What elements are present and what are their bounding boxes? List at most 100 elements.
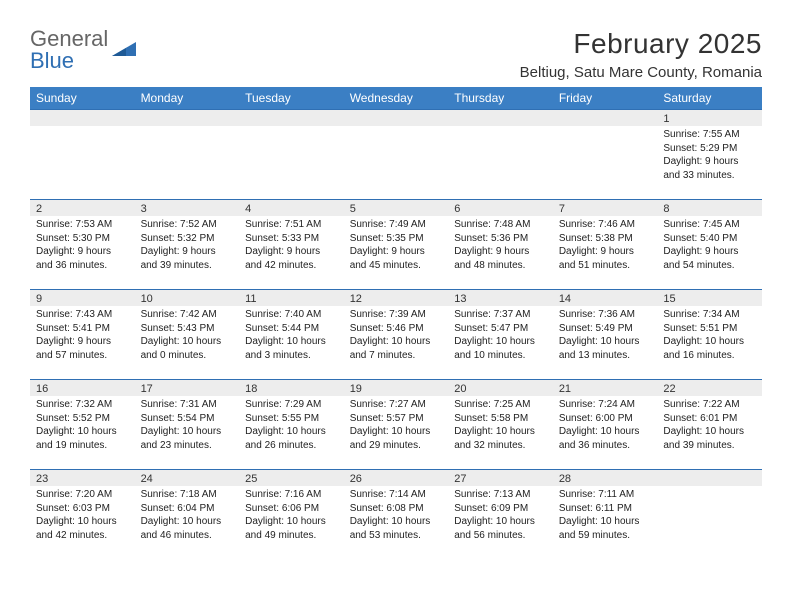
title-block: February 2025 Beltiug, Satu Mare County,… [520, 28, 762, 81]
day-number: 27 [448, 470, 553, 486]
sunrise-text: Sunrise: 7:27 AM [350, 398, 443, 412]
daylight-text: Daylight: 9 hours and 57 minutes. [36, 335, 129, 362]
daylight-text: Daylight: 10 hours and 46 minutes. [141, 515, 234, 542]
calendar-week-row: 9Sunrise: 7:43 AMSunset: 5:41 PMDaylight… [30, 290, 762, 380]
day-details: Sunrise: 7:27 AMSunset: 5:57 PMDaylight:… [344, 396, 449, 456]
sunset-text: Sunset: 5:43 PM [141, 322, 234, 336]
calendar-day-cell: 18Sunrise: 7:29 AMSunset: 5:55 PMDayligh… [239, 380, 344, 470]
weekday-header: Monday [135, 87, 240, 110]
calendar-day-cell: 3Sunrise: 7:52 AMSunset: 5:32 PMDaylight… [135, 200, 240, 290]
day-number: 14 [553, 290, 658, 306]
day-details: Sunrise: 7:16 AMSunset: 6:06 PMDaylight:… [239, 486, 344, 546]
day-details [553, 126, 658, 186]
calendar-day-cell: 27Sunrise: 7:13 AMSunset: 6:09 PMDayligh… [448, 470, 553, 560]
day-details: Sunrise: 7:55 AMSunset: 5:29 PMDaylight:… [657, 126, 762, 186]
sunrise-text: Sunrise: 7:22 AM [663, 398, 756, 412]
day-number: 8 [657, 200, 762, 216]
sunset-text: Sunset: 5:55 PM [245, 412, 338, 426]
day-number [135, 110, 240, 126]
day-details: Sunrise: 7:31 AMSunset: 5:54 PMDaylight:… [135, 396, 240, 456]
day-number: 18 [239, 380, 344, 396]
day-details: Sunrise: 7:45 AMSunset: 5:40 PMDaylight:… [657, 216, 762, 276]
day-details: Sunrise: 7:29 AMSunset: 5:55 PMDaylight:… [239, 396, 344, 456]
weekday-header-row: Sunday Monday Tuesday Wednesday Thursday… [30, 87, 762, 110]
sunset-text: Sunset: 5:33 PM [245, 232, 338, 246]
sunset-text: Sunset: 6:08 PM [350, 502, 443, 516]
daylight-text: Daylight: 10 hours and 7 minutes. [350, 335, 443, 362]
day-details: Sunrise: 7:46 AMSunset: 5:38 PMDaylight:… [553, 216, 658, 276]
header: General Blue February 2025 Beltiug, Satu… [30, 28, 762, 81]
sunrise-text: Sunrise: 7:32 AM [36, 398, 129, 412]
daylight-text: Daylight: 10 hours and 10 minutes. [454, 335, 547, 362]
calendar-day-cell [239, 110, 344, 200]
sunrise-text: Sunrise: 7:11 AM [559, 488, 652, 502]
daylight-text: Daylight: 9 hours and 48 minutes. [454, 245, 547, 272]
daylight-text: Daylight: 10 hours and 49 minutes. [245, 515, 338, 542]
sunset-text: Sunset: 5:46 PM [350, 322, 443, 336]
weekday-header: Sunday [30, 87, 135, 110]
calendar-day-cell: 5Sunrise: 7:49 AMSunset: 5:35 PMDaylight… [344, 200, 449, 290]
weekday-header: Thursday [448, 87, 553, 110]
sunset-text: Sunset: 5:36 PM [454, 232, 547, 246]
day-details: Sunrise: 7:14 AMSunset: 6:08 PMDaylight:… [344, 486, 449, 546]
daylight-text: Daylight: 10 hours and 59 minutes. [559, 515, 652, 542]
day-details [135, 126, 240, 186]
calendar-day-cell: 26Sunrise: 7:14 AMSunset: 6:08 PMDayligh… [344, 470, 449, 560]
calendar-day-cell: 25Sunrise: 7:16 AMSunset: 6:06 PMDayligh… [239, 470, 344, 560]
calendar-day-cell: 23Sunrise: 7:20 AMSunset: 6:03 PMDayligh… [30, 470, 135, 560]
sunrise-text: Sunrise: 7:34 AM [663, 308, 756, 322]
daylight-text: Daylight: 10 hours and 19 minutes. [36, 425, 129, 452]
calendar-day-cell [553, 110, 658, 200]
sunset-text: Sunset: 5:58 PM [454, 412, 547, 426]
day-number: 7 [553, 200, 658, 216]
calendar-day-cell: 2Sunrise: 7:53 AMSunset: 5:30 PMDaylight… [30, 200, 135, 290]
sunset-text: Sunset: 5:49 PM [559, 322, 652, 336]
calendar-table: Sunday Monday Tuesday Wednesday Thursday… [30, 87, 762, 560]
sunrise-text: Sunrise: 7:46 AM [559, 218, 652, 232]
calendar-day-cell: 15Sunrise: 7:34 AMSunset: 5:51 PMDayligh… [657, 290, 762, 380]
day-number [30, 110, 135, 126]
day-number [553, 110, 658, 126]
daylight-text: Daylight: 9 hours and 51 minutes. [559, 245, 652, 272]
month-title: February 2025 [520, 28, 762, 60]
calendar-day-cell [30, 110, 135, 200]
sunset-text: Sunset: 6:11 PM [559, 502, 652, 516]
calendar-day-cell: 21Sunrise: 7:24 AMSunset: 6:00 PMDayligh… [553, 380, 658, 470]
day-number: 6 [448, 200, 553, 216]
daylight-text: Daylight: 9 hours and 42 minutes. [245, 245, 338, 272]
sunrise-text: Sunrise: 7:29 AM [245, 398, 338, 412]
day-number: 10 [135, 290, 240, 306]
daylight-text: Daylight: 10 hours and 16 minutes. [663, 335, 756, 362]
brand-part2: Blue [30, 48, 74, 73]
calendar-day-cell: 12Sunrise: 7:39 AMSunset: 5:46 PMDayligh… [344, 290, 449, 380]
day-number: 17 [135, 380, 240, 396]
day-details: Sunrise: 7:11 AMSunset: 6:11 PMDaylight:… [553, 486, 658, 546]
sunset-text: Sunset: 6:03 PM [36, 502, 129, 516]
day-details: Sunrise: 7:39 AMSunset: 5:46 PMDaylight:… [344, 306, 449, 366]
sunset-text: Sunset: 6:00 PM [559, 412, 652, 426]
sunset-text: Sunset: 6:09 PM [454, 502, 547, 516]
brand-triangle-icon [110, 38, 138, 60]
day-number: 19 [344, 380, 449, 396]
calendar-day-cell: 24Sunrise: 7:18 AMSunset: 6:04 PMDayligh… [135, 470, 240, 560]
calendar-day-cell: 22Sunrise: 7:22 AMSunset: 6:01 PMDayligh… [657, 380, 762, 470]
day-details: Sunrise: 7:52 AMSunset: 5:32 PMDaylight:… [135, 216, 240, 276]
day-number: 13 [448, 290, 553, 306]
sunrise-text: Sunrise: 7:49 AM [350, 218, 443, 232]
daylight-text: Daylight: 10 hours and 36 minutes. [559, 425, 652, 452]
day-number: 23 [30, 470, 135, 486]
calendar-day-cell: 20Sunrise: 7:25 AMSunset: 5:58 PMDayligh… [448, 380, 553, 470]
day-number: 21 [553, 380, 658, 396]
sunset-text: Sunset: 5:47 PM [454, 322, 547, 336]
day-details: Sunrise: 7:37 AMSunset: 5:47 PMDaylight:… [448, 306, 553, 366]
calendar-day-cell [344, 110, 449, 200]
sunset-text: Sunset: 5:32 PM [141, 232, 234, 246]
calendar-day-cell: 16Sunrise: 7:32 AMSunset: 5:52 PMDayligh… [30, 380, 135, 470]
daylight-text: Daylight: 10 hours and 13 minutes. [559, 335, 652, 362]
sunset-text: Sunset: 5:57 PM [350, 412, 443, 426]
sunrise-text: Sunrise: 7:39 AM [350, 308, 443, 322]
day-details: Sunrise: 7:51 AMSunset: 5:33 PMDaylight:… [239, 216, 344, 276]
sunset-text: Sunset: 5:52 PM [36, 412, 129, 426]
sunset-text: Sunset: 6:06 PM [245, 502, 338, 516]
day-number: 12 [344, 290, 449, 306]
